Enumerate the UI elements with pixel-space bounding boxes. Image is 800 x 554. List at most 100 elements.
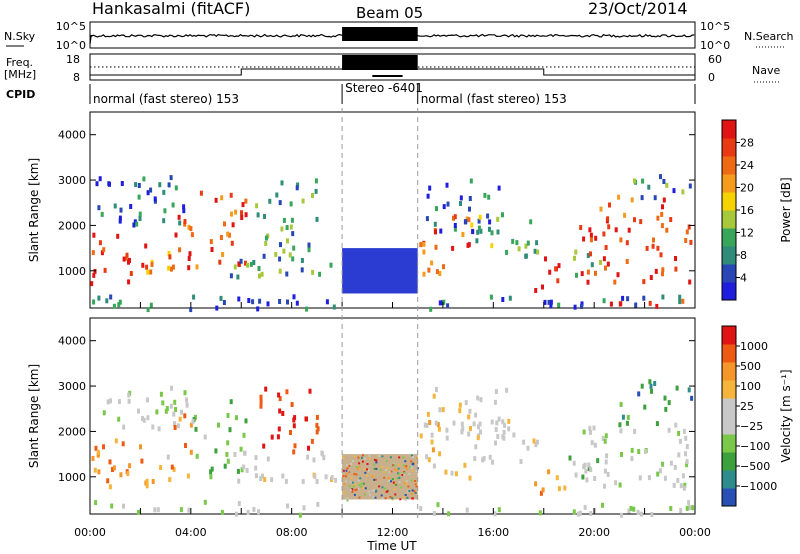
power-cell [223,221,226,227]
velocity-stereo-cell [411,469,414,472]
nsky-tick-bottom-right: 10^0 [700,39,730,52]
nsearch-label: N.Search [744,30,794,43]
power-cell [496,216,500,222]
velocity-cell [156,507,160,513]
velocity-cell [438,451,442,457]
velocity-cell [687,387,691,393]
power-cell [149,302,153,308]
colorbar-tick-label: 500 [740,360,761,373]
colorbar-swatch [722,138,736,157]
power-cell [222,300,226,305]
power-cell [258,273,261,279]
power-cell [158,182,162,188]
colorbar-tick-label: 1000 [740,340,768,353]
power-cell [665,227,669,233]
velocity-cell [643,449,647,454]
velocity-cell [254,473,258,479]
time-tick-label: 04:00 [175,526,207,539]
velocity-cell [140,458,144,464]
power-cell [244,212,248,218]
velocity-cell [603,468,607,474]
power-cell [613,279,617,285]
velocity-cell [145,483,149,489]
power-cell [442,264,445,270]
velocity-cell [445,435,449,441]
power-cell [182,204,186,210]
velocity-cell [233,452,237,457]
power-cell [419,242,423,248]
velocity-stereo-cell [363,493,366,496]
power-cell [684,238,688,243]
velocity-cell [532,438,536,444]
velocity-cell [431,447,435,453]
velocity-cell [677,452,681,458]
y-tick-label: 2000 [58,219,86,232]
colorbar-swatch [722,398,736,417]
velocity-stereo-cell [402,456,405,459]
power-cell [255,203,259,209]
velocity-stereo-cell [378,485,381,488]
power-cell [100,250,104,256]
power-cell [659,252,663,258]
velocity-stereo-cell [414,480,417,482]
velocity-cell [315,479,319,485]
velocity-cell [96,449,100,455]
power-cell [674,256,677,261]
power-cell [477,218,481,224]
power-cell [652,237,655,243]
velocity-stereo-cell [413,490,416,493]
velocity-cell [173,399,177,405]
power-cell [476,229,480,235]
velocity-stereo-cell [383,476,386,479]
velocity-cell [557,486,561,492]
velocity-stereo-cell [373,458,376,461]
power-cell [332,304,336,310]
velocity-stereo-cell [383,471,386,474]
velocity-stereo-cell [351,460,354,463]
velocity-cell [614,480,618,486]
power-cell [535,240,539,246]
velocity-cell [593,476,597,481]
colorbar-tick-label: 8 [740,249,747,262]
velocity-cell [153,507,157,513]
velocity-cell [636,509,640,515]
velocity-cell [655,421,659,427]
velocity-cell [434,387,438,392]
velocity-cell [245,467,249,473]
velocity-cell [151,424,155,430]
velocity-cell [242,432,246,438]
velocity-cell [454,471,458,477]
velocity-stereo-cell [348,485,351,488]
velocity-cell [450,470,454,476]
velocity-cell [237,501,241,506]
velocity-cell [477,424,480,430]
power-cell [654,268,658,274]
velocity-stereo-cell [393,464,396,467]
power-cell [138,216,142,221]
velocity-cell [292,423,296,429]
velocity-stereo-cell [385,469,388,472]
velocity-cell [252,506,256,512]
velocity-cell [661,461,665,467]
velocity-cell [161,400,165,406]
velocity-stereo-cell [403,482,406,485]
power-cell [167,182,171,188]
power-cell [554,266,558,272]
velocity-stereo-cell [354,488,357,491]
cpid-segment-label: normal (fast stereo) 153 [421,92,567,106]
velocity-stereo-cell [404,494,407,496]
colorbar-tick-label: −25 [740,420,763,433]
power-cell [289,224,293,230]
power-cell [275,192,279,198]
velocity-cell [334,477,338,483]
velocity-cell [618,422,622,428]
power-cell [278,256,282,262]
velocity-cell [277,426,281,432]
velocity-stereo-cell [342,456,345,459]
power-cell [688,279,692,285]
power-cell [290,217,294,223]
power-cell [199,190,203,196]
colorbar-swatch [722,192,736,211]
power-cell [590,262,594,268]
velocity-stereo-cell [383,487,386,490]
